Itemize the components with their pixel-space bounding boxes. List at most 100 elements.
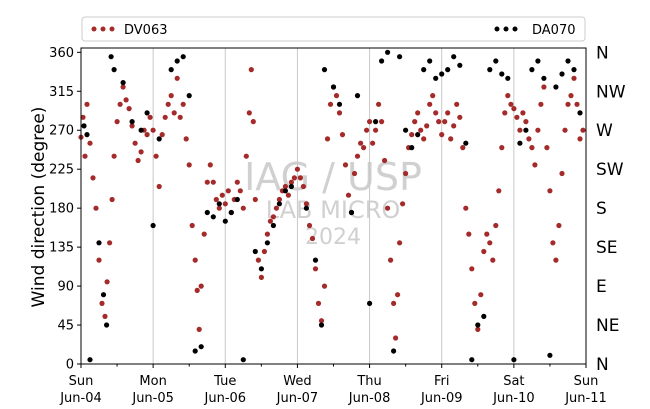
data-point: [376, 101, 382, 107]
y-tick-label: 45: [57, 319, 74, 334]
data-point: [400, 201, 406, 207]
data-point: [318, 322, 325, 328]
data-point: [204, 209, 210, 216]
data-point: [96, 240, 102, 246]
data-point: [306, 222, 313, 229]
data-point: [421, 136, 427, 142]
data-point: [502, 110, 508, 116]
x-tick-date: Jun-10: [492, 391, 535, 406]
y-tick-label: 135: [49, 241, 74, 256]
data-point: [104, 322, 110, 328]
x-tick-date: Jun-08: [348, 391, 391, 406]
data-point: [132, 140, 138, 146]
data-point: [541, 75, 547, 81]
data-point: [565, 101, 571, 107]
data-point: [478, 292, 484, 298]
data-point: [571, 67, 577, 73]
data-point: [499, 71, 505, 77]
y-axis: 0 45 90 135 180 225 270 315 360: [49, 46, 81, 373]
data-point: [358, 140, 364, 146]
data-point: [466, 231, 472, 237]
data-point: [243, 153, 249, 159]
data-point: [84, 101, 90, 107]
data-point: [147, 114, 153, 120]
data-point: [216, 201, 222, 207]
data-point: [427, 58, 433, 64]
data-point: [318, 318, 325, 324]
legend-marker: [91, 26, 97, 32]
data-point: [90, 175, 96, 181]
data-point: [433, 110, 439, 116]
data-point: [198, 344, 204, 350]
legend-label: DV063: [124, 23, 168, 38]
data-point: [354, 93, 361, 99]
data-point: [312, 266, 319, 272]
data-point: [264, 240, 270, 246]
data-point: [475, 326, 481, 332]
data-point: [382, 157, 388, 164]
data-point: [194, 287, 200, 293]
data-point: [267, 218, 273, 224]
data-point: [424, 123, 430, 129]
data-point: [294, 166, 300, 172]
grid-lines: [152, 48, 515, 364]
data-point: [430, 93, 436, 99]
data-point: [544, 145, 550, 151]
y-axis-title: Wind direction (degree): [29, 107, 49, 308]
data-point: [285, 192, 291, 198]
data-point: [210, 179, 216, 185]
data-point: [364, 127, 370, 133]
data-point: [460, 145, 466, 151]
data-point: [535, 127, 541, 133]
data-point: [174, 58, 180, 64]
data-point: [80, 114, 86, 120]
data-point: [333, 93, 340, 99]
data-point: [213, 196, 219, 203]
data-point: [481, 313, 487, 319]
data-point: [451, 54, 457, 60]
data-point: [388, 257, 394, 263]
data-point: [514, 114, 520, 120]
data-point: [234, 196, 240, 203]
data-point: [397, 54, 403, 60]
x-tick-day: Fri: [434, 374, 450, 389]
data-point: [189, 222, 195, 229]
data-point: [403, 170, 409, 177]
data-point: [300, 183, 306, 190]
data-point: [562, 127, 568, 133]
data-point: [403, 127, 409, 133]
data-point: [107, 240, 113, 246]
x-tick-date: Jun-04: [59, 391, 102, 406]
data-point: [336, 101, 343, 107]
data-point: [523, 119, 529, 125]
data-point: [469, 357, 475, 363]
data-point: [493, 58, 499, 64]
data-point: [240, 357, 246, 363]
data-point: [559, 71, 565, 77]
data-point: [484, 231, 490, 237]
data-point: [156, 136, 162, 142]
data-point: [418, 127, 424, 133]
data-point: [427, 101, 433, 107]
data-point: [120, 84, 126, 90]
data-point: [472, 300, 478, 306]
data-point: [156, 183, 162, 190]
data-point: [246, 110, 252, 116]
data-point: [439, 132, 445, 138]
data-point: [276, 201, 282, 207]
x-tick-day: Tue: [213, 374, 236, 389]
data-point: [138, 149, 144, 155]
data-point: [370, 140, 376, 146]
data-point: [415, 110, 421, 116]
data-point: [180, 101, 186, 107]
data-point: [159, 132, 165, 138]
direction-label: N: [596, 43, 609, 63]
data-point: [237, 188, 243, 194]
data-point: [198, 283, 204, 289]
data-point: [550, 240, 556, 246]
data-point: [258, 274, 264, 280]
data-point: [415, 132, 421, 138]
data-point: [451, 123, 457, 129]
watermark-line-2: LAB MICRO: [266, 196, 401, 224]
data-point: [556, 222, 562, 229]
